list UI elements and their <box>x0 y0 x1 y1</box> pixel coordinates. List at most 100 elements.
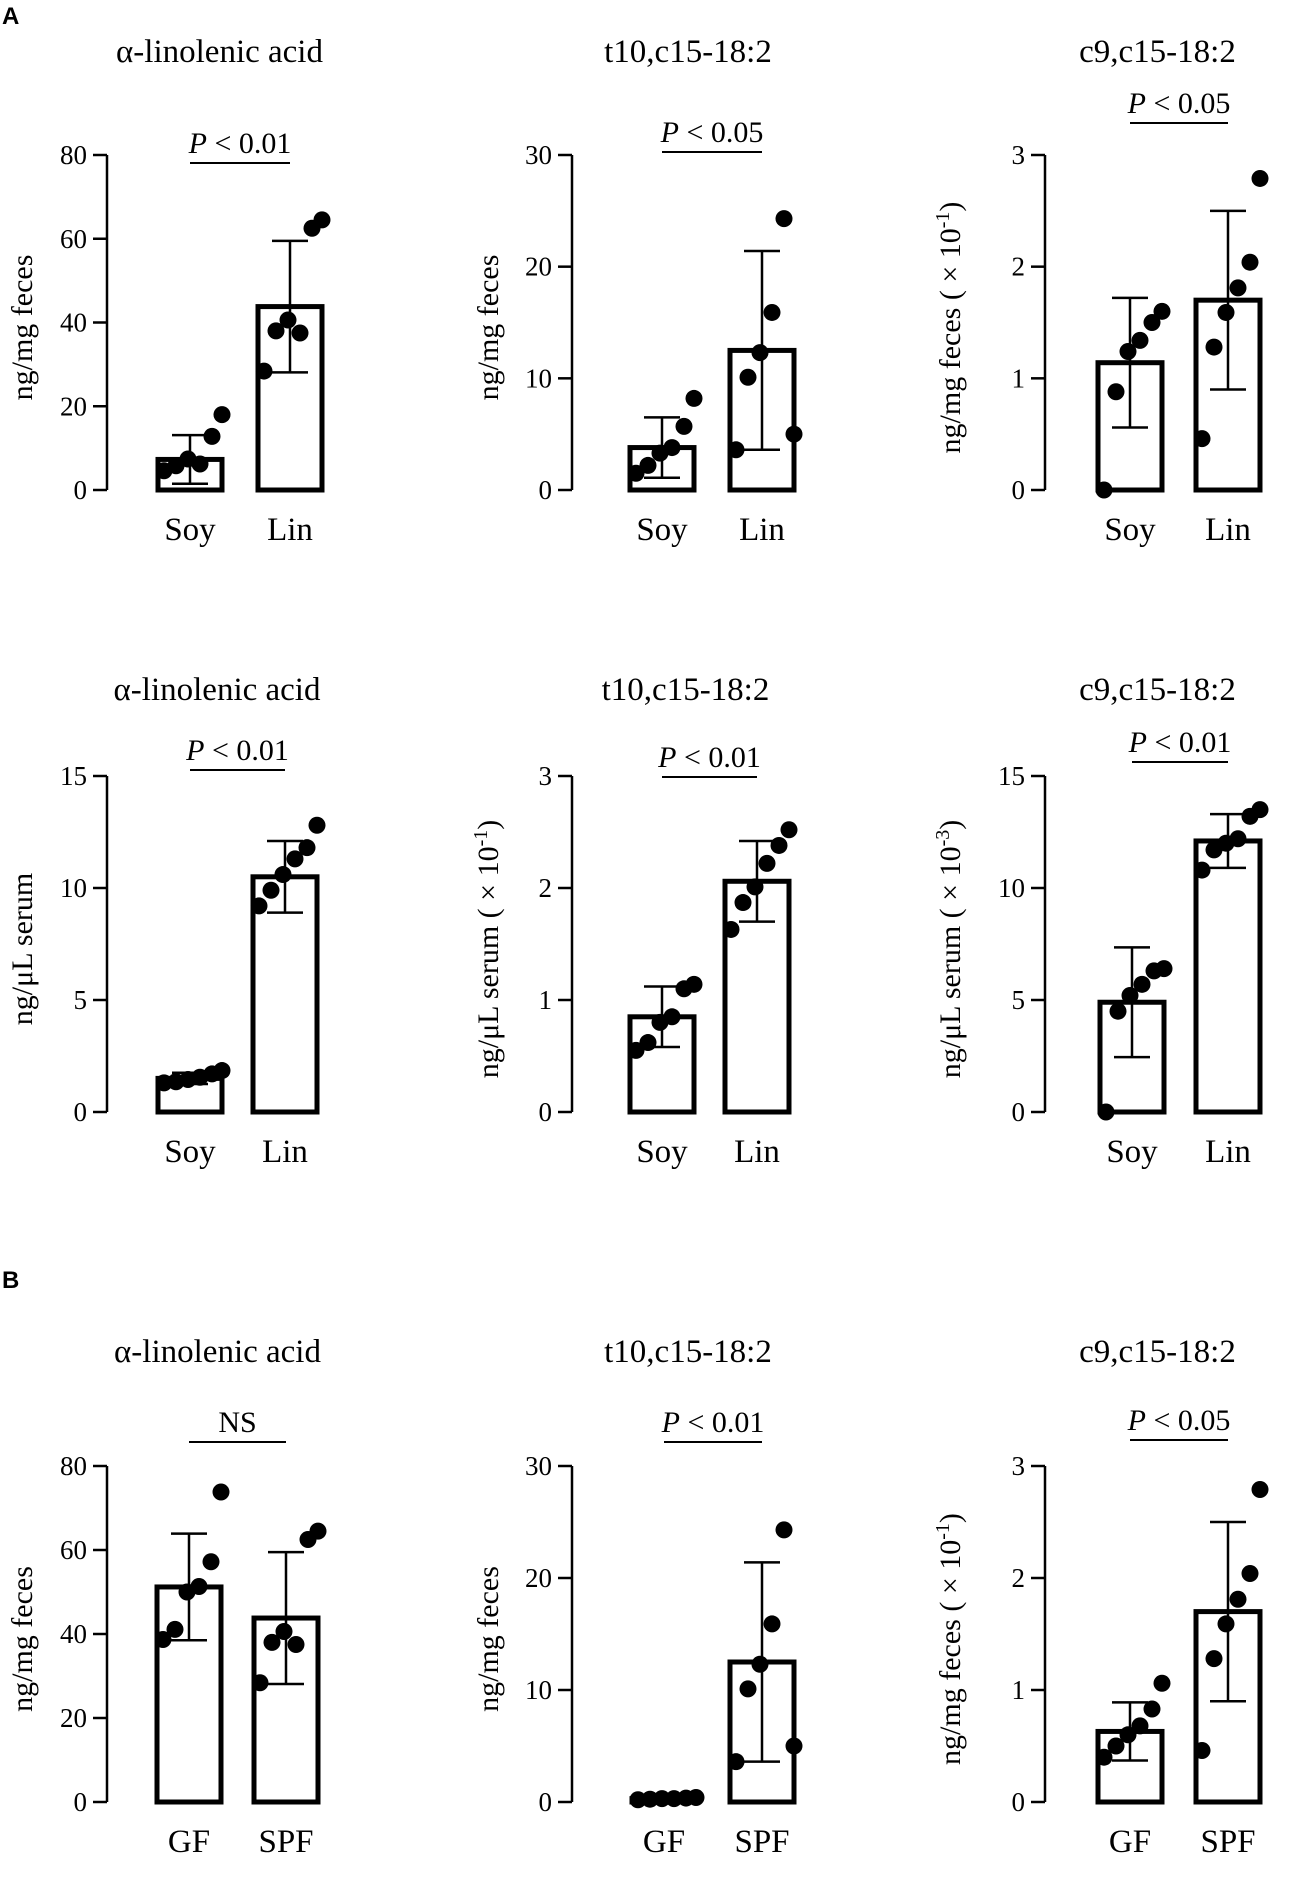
x-category-label: SPF <box>1200 1824 1255 1860</box>
data-point <box>1217 303 1235 321</box>
y-axis-label: ng/mg feces <box>6 255 39 401</box>
y-tick-label: 2 <box>1012 252 1026 282</box>
data-point <box>751 1655 769 1673</box>
data-point <box>279 311 297 329</box>
y-axis-label-close: ) <box>934 202 967 212</box>
data-point <box>685 975 703 993</box>
y-axis-label-exponent: -1 <box>932 212 954 229</box>
y-tick-label: 2 <box>1012 1563 1026 1593</box>
data-point <box>1251 801 1269 819</box>
data-point <box>1251 1481 1269 1499</box>
y-tick-label: 40 <box>60 1619 87 1649</box>
significance-label: P < 0.05 <box>660 116 764 149</box>
y-axis-label-exponent: -3 <box>932 830 954 847</box>
y-axis-label-text: ng/mg feces <box>472 1566 505 1712</box>
y-tick-label: 15 <box>998 761 1025 791</box>
y-tick-label: 10 <box>525 1675 552 1705</box>
y-axis-label: ng/mg feces <box>6 1566 39 1712</box>
data-point <box>780 821 798 839</box>
y-tick-label: 20 <box>525 252 552 282</box>
data-point <box>1153 1674 1171 1692</box>
data-point <box>770 836 788 854</box>
data-point <box>739 1680 757 1698</box>
significance-label: P < 0.01 <box>1128 726 1232 759</box>
panel-label-a: A <box>2 3 19 30</box>
bar-chart-8: t10,c15-18:2 ng/mg feces 0 10 20 30 GF SPF P < 0… <box>472 1334 803 1860</box>
y-tick-label: 0 <box>1012 1097 1026 1127</box>
significance-value: < 0.01 <box>1147 726 1231 759</box>
y-tick-label: 80 <box>60 1451 87 1481</box>
significance-label: P < 0.01 <box>188 127 292 160</box>
y-tick-label: 5 <box>1012 985 1026 1015</box>
x-category-label: Lin <box>1205 512 1251 548</box>
data-point <box>663 1008 681 1026</box>
significance-p: P <box>1127 1404 1146 1437</box>
data-point <box>203 427 221 445</box>
data-point <box>1205 338 1223 356</box>
data-point <box>1193 1741 1211 1759</box>
y-axis-label-exponent: -1 <box>470 830 492 847</box>
data-point <box>639 1034 657 1052</box>
data-point <box>1143 1700 1161 1718</box>
x-category-label: GF <box>1109 1824 1151 1860</box>
bar-chart-3: c9,c15-18:2 ng/mg feces ( × 10-1) 0 1 2 3 Soy L… <box>932 34 1269 548</box>
y-tick-label: 1 <box>1012 363 1026 393</box>
y-tick-label: 40 <box>60 308 87 338</box>
data-point <box>275 1622 293 1640</box>
y-tick-label: 3 <box>539 761 553 791</box>
data-point <box>639 456 657 474</box>
x-category-label: Lin <box>739 512 785 548</box>
data-point <box>190 1578 208 1596</box>
significance-value: < 0.01 <box>204 734 288 767</box>
data-point <box>267 322 285 340</box>
y-tick-label: 1 <box>539 985 553 1015</box>
y-tick-label: 20 <box>525 1563 552 1593</box>
data-point <box>1119 343 1137 361</box>
y-tick-label: 0 <box>74 475 88 505</box>
y-tick-label: 20 <box>60 391 87 421</box>
data-point <box>1119 1726 1137 1744</box>
significance-label: P < 0.01 <box>185 734 289 767</box>
y-tick-label: 60 <box>60 1535 87 1565</box>
data-point <box>739 368 757 386</box>
y-axis-label: ng/mg feces ( × 10-1) <box>932 1513 967 1765</box>
bar-lin <box>722 878 792 1115</box>
x-category-label: Soy <box>164 1134 216 1170</box>
chart-title: t10,c15-18:2 <box>604 34 772 70</box>
data-point <box>1121 987 1139 1005</box>
y-tick-label: 2 <box>539 873 553 903</box>
bar-chart-5: t10,c15-18:2 ng/μL serum ( × 10-1) 0 1 2 3 Soy… <box>470 672 798 1170</box>
data-point <box>1097 1103 1115 1121</box>
data-point <box>154 1630 172 1648</box>
significance-p: P <box>1128 726 1147 759</box>
y-tick-label: 30 <box>525 1451 552 1481</box>
y-axis-label-close: ) <box>934 820 967 830</box>
significance-value: < 0.01 <box>680 1406 764 1439</box>
bar-chart-2: t10,c15-18:2 ng/mg feces 0 10 20 30 Soy Lin P < … <box>472 34 803 548</box>
data-point <box>763 303 781 321</box>
bar-spf <box>251 1615 321 1805</box>
data-point <box>1193 430 1211 448</box>
data-point <box>1153 302 1171 320</box>
y-tick-label: 3 <box>1012 1451 1026 1481</box>
chart-title: t10,c15-18:2 <box>604 1334 772 1370</box>
x-category-label: Lin <box>1205 1134 1251 1170</box>
data-point <box>1095 1748 1113 1766</box>
data-point <box>298 839 316 857</box>
data-point <box>286 850 304 868</box>
y-axis-label: ng/mg feces <box>472 255 505 401</box>
data-point <box>727 441 745 459</box>
data-point <box>727 1753 745 1771</box>
chart-title: c9,c15-18:2 <box>1079 672 1236 708</box>
data-point <box>641 1790 659 1808</box>
data-point <box>734 894 752 912</box>
significance-p: P <box>185 734 204 767</box>
data-point <box>263 1633 281 1651</box>
y-axis-label-text: ng/mg feces ( × 10 <box>934 228 967 453</box>
significance-p: P <box>660 116 679 149</box>
bar-chart-9: c9,c15-18:2 ng/mg feces ( × 10-1) 0 1 2 3 GF SP… <box>932 1334 1269 1860</box>
data-point <box>1107 383 1125 401</box>
data-point <box>274 866 292 884</box>
data-point <box>287 1636 305 1653</box>
data-point <box>629 1791 647 1809</box>
